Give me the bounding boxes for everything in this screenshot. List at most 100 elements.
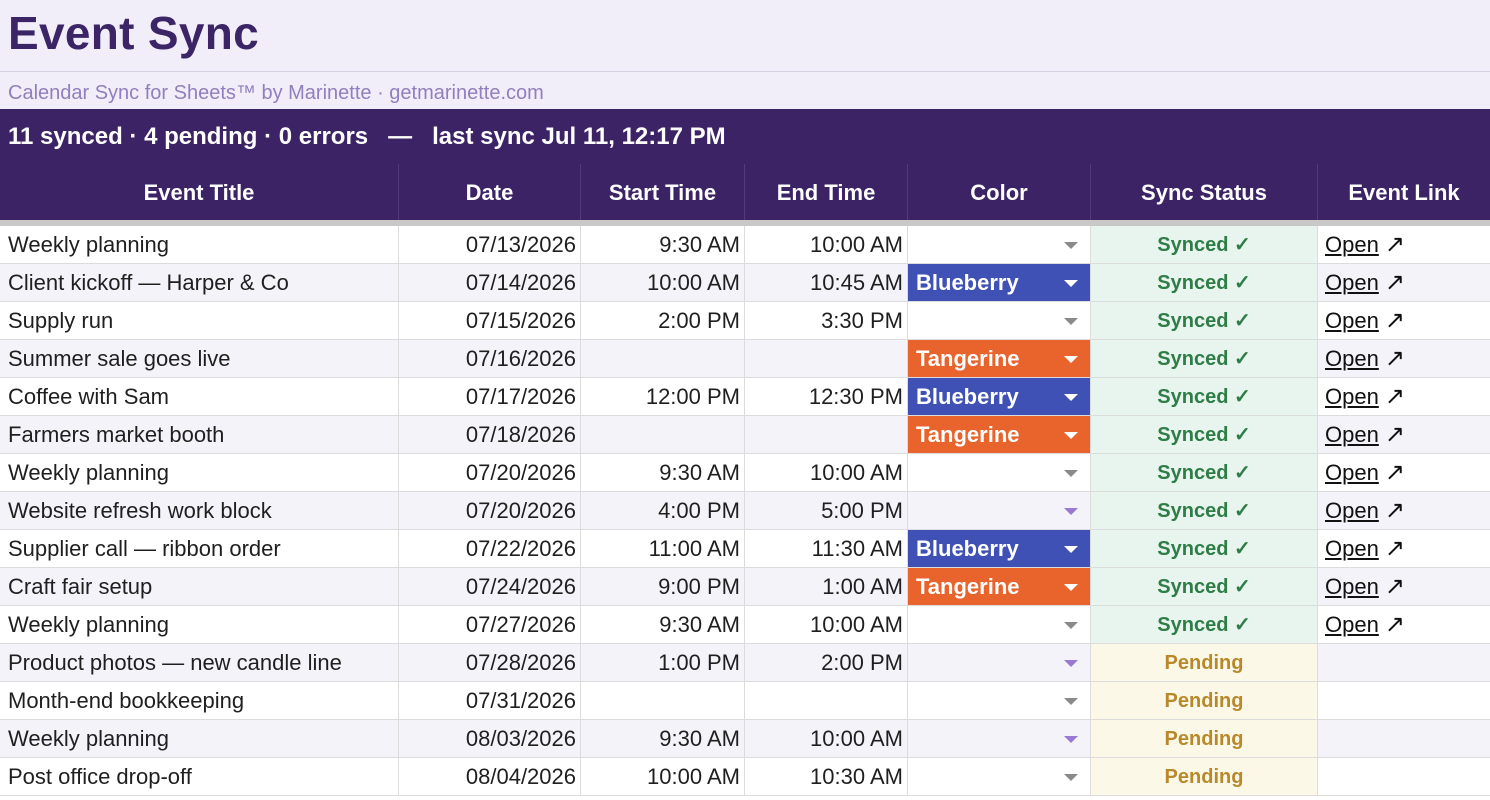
end-time-cell[interactable]: 10:00 AM (745, 454, 908, 492)
start-time-cell[interactable]: 9:30 AM (581, 226, 745, 264)
start-time-cell[interactable]: 12:00 PM (581, 378, 745, 416)
event-title-cell[interactable]: Month-end bookkeeping (0, 682, 399, 720)
date-cell[interactable]: 07/18/2026 (399, 416, 581, 454)
color-dropdown[interactable]: Blueberry (908, 530, 1091, 568)
start-time-cell[interactable]: 4:00 PM (581, 492, 745, 530)
end-time-cell[interactable] (745, 682, 908, 720)
event-title-cell[interactable]: Product photos — new candle line (0, 644, 399, 682)
chevron-down-icon[interactable] (1064, 394, 1078, 401)
open-event-link[interactable]: Open ↗ (1325, 231, 1405, 258)
start-time-cell[interactable]: 9:30 AM (581, 454, 745, 492)
open-event-link[interactable]: Open ↗ (1325, 459, 1405, 486)
end-time-cell[interactable] (745, 340, 908, 378)
color-dropdown[interactable] (908, 758, 1091, 796)
end-time-cell[interactable]: 10:00 AM (745, 226, 908, 264)
date-cell[interactable]: 07/28/2026 (399, 644, 581, 682)
sync-summary[interactable]: 11 synced · 4 pending · 0 errors — last … (8, 123, 726, 150)
event-title-cell[interactable]: Craft fair setup (0, 568, 399, 606)
start-time-cell[interactable]: 2:00 PM (581, 302, 745, 340)
color-dropdown[interactable]: Tangerine (908, 340, 1091, 378)
open-event-link[interactable]: Open ↗ (1325, 307, 1405, 334)
chevron-down-icon[interactable] (1064, 660, 1078, 667)
event-title-cell[interactable]: Website refresh work block (0, 492, 399, 530)
open-event-link[interactable]: Open ↗ (1325, 573, 1405, 600)
color-dropdown[interactable]: Blueberry (908, 378, 1091, 416)
open-event-link[interactable]: Open ↗ (1325, 421, 1405, 448)
column-header-event-title[interactable]: Event Title (0, 164, 399, 220)
end-time-cell[interactable]: 10:00 AM (745, 720, 908, 758)
chevron-down-icon[interactable] (1064, 356, 1078, 363)
column-header-sync-status[interactable]: Sync Status (1091, 164, 1318, 220)
chevron-down-icon[interactable] (1064, 280, 1078, 287)
color-dropdown[interactable] (908, 454, 1091, 492)
end-time-cell[interactable]: 10:45 AM (745, 264, 908, 302)
chevron-down-icon[interactable] (1064, 584, 1078, 591)
end-time-cell[interactable]: 3:30 PM (745, 302, 908, 340)
chevron-down-icon[interactable] (1064, 698, 1078, 705)
date-cell[interactable]: 07/16/2026 (399, 340, 581, 378)
chevron-down-icon[interactable] (1064, 774, 1078, 781)
chevron-down-icon[interactable] (1064, 546, 1078, 553)
chevron-down-icon[interactable] (1064, 470, 1078, 477)
start-time-cell[interactable]: 9:30 AM (581, 720, 745, 758)
sheet-title[interactable]: Event Sync (8, 7, 259, 59)
start-time-cell[interactable] (581, 340, 745, 378)
color-dropdown[interactable]: Tangerine (908, 416, 1091, 454)
date-cell[interactable]: 07/17/2026 (399, 378, 581, 416)
date-cell[interactable]: 08/03/2026 (399, 720, 581, 758)
end-time-cell[interactable]: 10:00 AM (745, 606, 908, 644)
color-dropdown[interactable] (908, 226, 1091, 264)
chevron-down-icon[interactable] (1064, 736, 1078, 743)
start-time-cell[interactable]: 10:00 AM (581, 264, 745, 302)
column-header-end-time[interactable]: End Time (745, 164, 908, 220)
chevron-down-icon[interactable] (1064, 242, 1078, 249)
event-title-cell[interactable]: Weekly planning (0, 606, 399, 644)
event-title-cell[interactable]: Post office drop-off (0, 758, 399, 796)
event-title-cell[interactable]: Weekly planning (0, 226, 399, 264)
end-time-cell[interactable]: 11:30 AM (745, 530, 908, 568)
color-dropdown[interactable] (908, 644, 1091, 682)
open-event-link[interactable]: Open ↗ (1325, 269, 1405, 296)
open-event-link[interactable]: Open ↗ (1325, 345, 1405, 372)
date-cell[interactable]: 07/20/2026 (399, 454, 581, 492)
date-cell[interactable]: 07/31/2026 (399, 682, 581, 720)
end-time-cell[interactable]: 12:30 PM (745, 378, 908, 416)
event-title-cell[interactable]: Supply run (0, 302, 399, 340)
date-cell[interactable]: 07/22/2026 (399, 530, 581, 568)
start-time-cell[interactable]: 10:00 AM (581, 758, 745, 796)
open-event-link[interactable]: Open ↗ (1325, 497, 1405, 524)
color-dropdown[interactable]: Tangerine (908, 568, 1091, 606)
open-event-link[interactable]: Open ↗ (1325, 535, 1405, 562)
column-header-start-time[interactable]: Start Time (581, 164, 745, 220)
color-dropdown[interactable] (908, 302, 1091, 340)
event-title-cell[interactable]: Summer sale goes live (0, 340, 399, 378)
chevron-down-icon[interactable] (1064, 508, 1078, 515)
start-time-cell[interactable] (581, 416, 745, 454)
sheet-subtitle[interactable]: Calendar Sync for Sheets™ by Marinette ·… (8, 82, 544, 104)
event-title-cell[interactable]: Weekly planning (0, 454, 399, 492)
date-cell[interactable]: 08/04/2026 (399, 758, 581, 796)
date-cell[interactable]: 07/14/2026 (399, 264, 581, 302)
date-cell[interactable]: 07/13/2026 (399, 226, 581, 264)
chevron-down-icon[interactable] (1064, 432, 1078, 439)
start-time-cell[interactable]: 11:00 AM (581, 530, 745, 568)
color-dropdown[interactable] (908, 606, 1091, 644)
column-header-color[interactable]: Color (908, 164, 1091, 220)
column-header-date[interactable]: Date (399, 164, 581, 220)
event-title-cell[interactable]: Supplier call — ribbon order (0, 530, 399, 568)
start-time-cell[interactable]: 9:30 AM (581, 606, 745, 644)
open-event-link[interactable]: Open ↗ (1325, 383, 1405, 410)
column-header-event-link[interactable]: Event Link (1348, 180, 1460, 205)
chevron-down-icon[interactable] (1064, 622, 1078, 629)
start-time-cell[interactable] (581, 682, 745, 720)
date-cell[interactable]: 07/15/2026 (399, 302, 581, 340)
open-event-link[interactable]: Open ↗ (1325, 611, 1405, 638)
end-time-cell[interactable]: 5:00 PM (745, 492, 908, 530)
event-title-cell[interactable]: Farmers market booth (0, 416, 399, 454)
color-dropdown[interactable] (908, 682, 1091, 720)
color-dropdown[interactable] (908, 720, 1091, 758)
color-dropdown[interactable]: Blueberry (908, 264, 1091, 302)
event-title-cell[interactable]: Client kickoff — Harper & Co (0, 264, 399, 302)
date-cell[interactable]: 07/27/2026 (399, 606, 581, 644)
chevron-down-icon[interactable] (1064, 318, 1078, 325)
